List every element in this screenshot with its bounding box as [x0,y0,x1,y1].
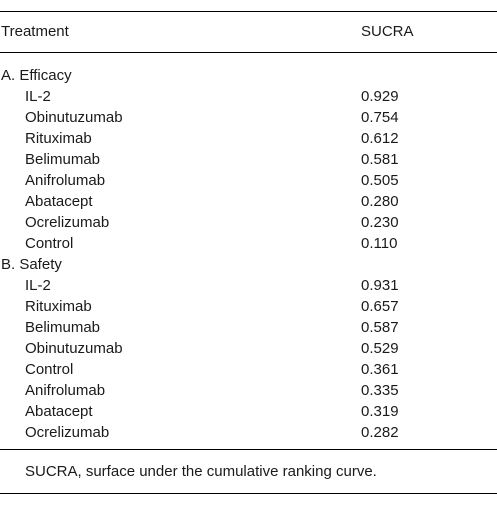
table-row: Anifrolumab 0.335 [0,380,497,401]
sucra-column-header: SUCRA [361,23,414,40]
table-header-row: Treatment SUCRA [0,12,497,52]
treatment-name: Obinutuzumab [25,340,123,357]
treatment-name: Rituximab [25,298,92,315]
treatment-name: Control [25,361,74,378]
treatment-name: Ocrelizumab [25,214,110,231]
table-row: Ocrelizumab 0.282 [0,422,497,443]
treatment-name: Ocrelizumab [25,424,110,441]
sucra-value: 0.505 [361,172,399,189]
table-body: A. Efficacy IL-2 0.929 Obinutuzumab 0.75… [0,65,497,443]
section-heading-safety: B. Safety [0,254,497,275]
table-row: IL-2 0.929 [0,86,497,107]
sucra-value: 0.931 [361,277,399,294]
table-body-bottom-rule [0,449,497,450]
sucra-value: 0.110 [361,235,398,252]
table-bottom-rule [0,493,497,494]
treatment-name: Abatacept [25,193,93,210]
header-bottom-rule [0,52,497,53]
table-row: Belimumab 0.587 [0,317,497,338]
section-title: B. Safety [1,256,62,273]
table-row: Control 0.361 [0,359,497,380]
sucra-value: 0.230 [361,214,399,231]
section-heading-efficacy: A. Efficacy [0,65,497,86]
table-row: Ocrelizumab 0.230 [0,212,497,233]
table-top-rule [0,11,497,12]
table-row: Rituximab 0.612 [0,128,497,149]
treatment-name: Anifrolumab [25,172,106,189]
treatment-name: IL-2 [25,88,51,105]
table-row: Belimumab 0.581 [0,149,497,170]
treatment-name: Obinutuzumab [25,109,123,126]
table-row: IL-2 0.931 [0,275,497,296]
sucra-value: 0.929 [361,88,399,105]
sucra-value: 0.282 [361,424,399,441]
table-row: Abatacept 0.280 [0,191,497,212]
table-row: Obinutuzumab 0.754 [0,107,497,128]
sucra-value: 0.657 [361,298,399,315]
treatment-name: Rituximab [25,130,92,147]
sucra-value: 0.280 [361,193,399,210]
treatment-column-header: Treatment [1,23,69,40]
sucra-value: 0.754 [361,109,399,126]
sucra-value: 0.581 [361,151,399,168]
treatment-name: Anifrolumab [25,382,106,399]
treatment-name: Belimumab [25,319,101,336]
table-row: Abatacept 0.319 [0,401,497,422]
table-row: Obinutuzumab 0.529 [0,338,497,359]
sucra-value: 0.361 [361,361,399,378]
treatment-name: IL-2 [25,277,51,294]
table-footnote: SUCRA, surface under the cumulative rank… [25,463,377,480]
treatment-name: Belimumab [25,151,101,168]
table-row: Anifrolumab 0.505 [0,170,497,191]
sucra-value: 0.529 [361,340,399,357]
sucra-value: 0.587 [361,319,399,336]
table-row: Control 0.110 [0,233,497,254]
treatment-name: Control [25,235,74,252]
sucra-value: 0.335 [361,382,399,399]
sucra-value: 0.319 [361,403,399,420]
sucra-value: 0.612 [361,130,399,147]
treatment-name: Abatacept [25,403,93,420]
table-row: Rituximab 0.657 [0,296,497,317]
section-title: A. Efficacy [1,67,72,84]
